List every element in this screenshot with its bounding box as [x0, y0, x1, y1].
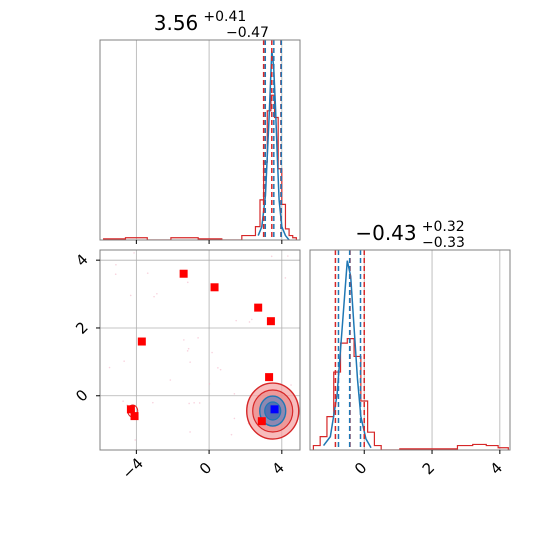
- background-sample-23: [193, 401, 195, 404]
- plot-area-2: [312, 250, 509, 450]
- background-sample-18: [208, 383, 211, 385]
- background-sample-9: [211, 351, 213, 354]
- x-tick-label-1-0: −4: [119, 454, 147, 482]
- background-sample-30: [290, 384, 292, 386]
- panel-bottom-right-histogram: 0 2 4: [309, 249, 511, 478]
- title-top-left-sup: +0.41: [203, 9, 246, 25]
- background-sample-36: [153, 295, 155, 298]
- background-sample-21: [115, 263, 117, 266]
- background-sample-29: [235, 319, 237, 322]
- panel-frame-1: [99, 249, 301, 451]
- background-sample-0: [197, 337, 199, 339]
- title-top-left-sub: −0.47: [226, 25, 269, 41]
- title-bottom-right-sub-text: −0.33: [422, 235, 465, 251]
- red-marker-7: [126, 405, 135, 414]
- panel-top-left-histogram: [99, 39, 301, 244]
- blue-marker-0: [270, 405, 279, 414]
- x-tick-label-1-2: 4: [269, 459, 288, 478]
- background-sample-32: [186, 281, 189, 284]
- background-sample-20: [169, 379, 172, 381]
- title-top-left-sub-text: −0.47: [226, 25, 269, 41]
- background-sample-2: [187, 347, 190, 350]
- background-sample-1: [122, 400, 124, 403]
- background-sample-33: [189, 361, 191, 363]
- background-sample-38: [284, 277, 287, 279]
- x-tick-label-1-1: 0: [196, 459, 215, 478]
- y-tick-label-1-0: 0: [72, 386, 91, 405]
- background-sample-10: [134, 439, 137, 441]
- background-sample-31: [186, 350, 189, 352]
- red-marker-1: [210, 283, 219, 292]
- red-marker-3: [266, 317, 275, 326]
- background-sample-3: [114, 273, 117, 276]
- x-tick-label-2-2: 4: [487, 459, 506, 478]
- title-bottom-right: −0.43 +0.32: [355, 219, 464, 245]
- background-sample-25: [250, 318, 253, 321]
- background-sample-11: [287, 255, 289, 257]
- background-sample-4: [217, 367, 219, 369]
- background-sample-24: [219, 368, 222, 371]
- panel-frame-2: [309, 249, 511, 451]
- background-sample-22: [146, 272, 149, 274]
- red-marker-6: [257, 417, 266, 426]
- plot-area-1: [108, 252, 300, 441]
- red-marker-2: [254, 303, 263, 312]
- background-sample-12: [123, 360, 125, 362]
- background-sample-5: [156, 292, 158, 295]
- x-tick-label-2-1: 2: [419, 459, 438, 478]
- title-bottom-right-value: −0.43: [355, 221, 416, 245]
- title-bottom-right-sub: −0.33: [422, 235, 465, 251]
- red-marker-5: [265, 373, 274, 382]
- panel-bottom-left-scatter: −4 0 4 0 2 4: [72, 249, 301, 483]
- background-sample-14: [183, 339, 185, 341]
- title-top-left: 3.56 +0.41: [154, 9, 247, 35]
- background-sample-7: [198, 402, 201, 404]
- background-sample-28: [108, 366, 111, 369]
- background-sample-16: [133, 252, 135, 254]
- red-marker-0: [179, 269, 188, 278]
- plot-area-0: [103, 40, 297, 240]
- background-sample-34: [152, 401, 154, 404]
- x-tick-label-2-0: 0: [351, 459, 370, 478]
- red-marker-4: [137, 337, 146, 346]
- background-sample-17: [188, 402, 190, 405]
- title-top-left-value: 3.56: [154, 11, 199, 35]
- background-sample-37: [270, 255, 273, 258]
- title-bottom-right-sup: +0.32: [422, 219, 465, 235]
- background-sample-27: [189, 431, 191, 433]
- y-tick-label-1-1: 2: [72, 318, 91, 337]
- background-sample-15: [233, 393, 236, 395]
- red-marker-8: [130, 412, 139, 421]
- background-sample-8: [233, 417, 236, 420]
- background-sample-39: [248, 321, 251, 323]
- background-sample-6: [230, 433, 233, 436]
- y-tick-label-1-2: 4: [72, 250, 91, 269]
- background-sample-19: [129, 294, 132, 297]
- red-histogram-2: [312, 338, 509, 450]
- panel-frame-0: [99, 39, 301, 241]
